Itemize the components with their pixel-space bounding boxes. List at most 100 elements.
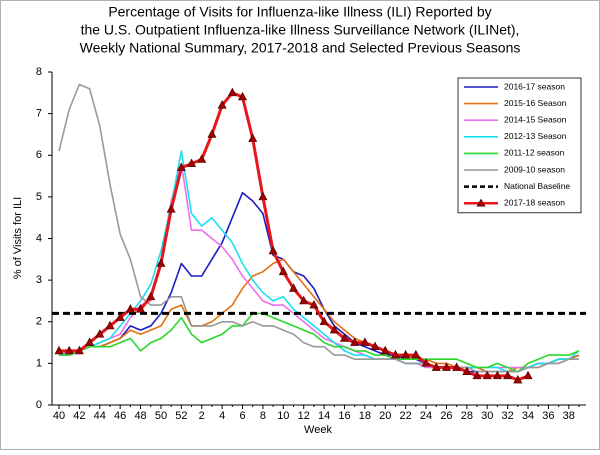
x-tick-label: 32: [502, 410, 514, 422]
x-tick-label: 10: [277, 410, 289, 422]
chart-title: the U.S. Outpatient Influenza-like Illne…: [81, 22, 520, 38]
legend-label: 2016-17 season: [504, 81, 565, 91]
x-tick-label: 46: [114, 410, 126, 422]
legend-label: 2015-16 Season: [504, 98, 567, 108]
x-tick-label: 14: [318, 410, 330, 422]
x-tick-label: 6: [239, 410, 245, 422]
triangle-marker: [136, 304, 146, 313]
triangle-marker: [421, 358, 431, 367]
triangle-marker: [431, 362, 441, 371]
triangle-marker: [197, 154, 207, 163]
legend-marker: [476, 198, 486, 207]
triangle-marker: [95, 329, 105, 338]
triangle-marker: [482, 370, 492, 380]
triangle-marker: [441, 362, 451, 371]
triangle-marker: [492, 370, 502, 380]
x-tick-label: 8: [260, 410, 266, 422]
y-tick-label: 8: [36, 66, 42, 78]
y-tick-label: 0: [36, 399, 42, 411]
y-tick-label: 4: [36, 232, 42, 244]
chart-title: Percentage of Visits for Influenza-like …: [108, 4, 491, 20]
x-tick-label: 24: [420, 410, 432, 422]
triangle-marker: [54, 345, 64, 355]
triangle-marker: [156, 258, 166, 267]
x-axis-label: Week: [304, 424, 332, 436]
x-tick-label: 16: [338, 410, 350, 422]
triangle-marker: [217, 100, 227, 109]
y-axis-label: % of Visits for ILI: [12, 197, 24, 279]
triangle-marker: [513, 374, 523, 384]
legend-box: [457, 77, 582, 214]
y-tick-label: 1: [36, 357, 42, 369]
x-tick-label: 26: [440, 410, 452, 422]
triangle-marker: [166, 204, 176, 213]
x-tick-label: 18: [359, 410, 371, 422]
triangle-marker: [227, 87, 237, 97]
triangle-marker: [115, 312, 125, 321]
legend-label: 2009-10 season: [504, 164, 565, 174]
triangle-marker: [248, 133, 258, 142]
series-line: [59, 312, 580, 373]
chart-title: Weekly National Summary, 2017-2018 and S…: [80, 40, 521, 56]
triangle-marker: [85, 337, 95, 346]
triangle-marker: [380, 345, 390, 355]
legend-label: 2011-12 season: [504, 148, 565, 158]
legend-label: 2017-18 season: [504, 197, 565, 207]
triangle-marker: [360, 337, 370, 346]
x-tick-label: 38: [563, 410, 575, 422]
y-tick-label: 2: [36, 316, 42, 328]
triangle-marker: [319, 316, 329, 326]
triangle-marker: [125, 304, 135, 313]
legend-label: 2012-13 Season: [504, 131, 567, 141]
triangle-marker: [289, 283, 299, 292]
y-tick-label: 7: [36, 108, 42, 120]
triangle-marker: [74, 345, 84, 355]
triangle-marker: [309, 299, 319, 309]
x-tick-label: 50: [155, 410, 167, 422]
triangle-marker: [187, 158, 197, 167]
x-tick-label: 40: [53, 410, 65, 422]
triangle-marker: [278, 266, 288, 276]
x-tick-label: 52: [175, 410, 187, 422]
triangle-marker: [523, 370, 533, 380]
triangle-marker: [64, 345, 74, 355]
x-tick-label: 34: [522, 410, 534, 422]
triangle-marker: [401, 349, 411, 359]
triangle-marker: [390, 349, 400, 359]
triangle-marker: [238, 91, 248, 101]
triangle-marker: [452, 362, 462, 371]
triangle-marker: [472, 370, 482, 380]
triangle-marker: [268, 245, 278, 255]
y-tick-label: 5: [36, 191, 42, 203]
x-tick-label: 42: [73, 410, 85, 422]
x-tick-label: 22: [400, 410, 412, 422]
x-tick-label: 2: [199, 410, 205, 422]
triangle-marker: [411, 349, 421, 359]
x-tick-label: 20: [379, 410, 391, 422]
triangle-marker: [105, 320, 115, 330]
legend-label: National Baseline: [504, 181, 570, 191]
series-line: [59, 150, 580, 373]
triangle-marker: [462, 366, 472, 375]
x-tick-label: 30: [481, 410, 493, 422]
triangle-marker: [207, 129, 217, 138]
x-tick-label: 36: [542, 410, 554, 422]
triangle-marker: [176, 162, 186, 172]
y-tick-label: 6: [36, 149, 42, 161]
triangle-marker: [350, 337, 360, 346]
y-tick-label: 3: [36, 274, 42, 286]
x-tick-label: 12: [298, 410, 310, 422]
triangle-marker: [258, 191, 268, 201]
legend-label: 2014-15 Season: [504, 114, 567, 124]
x-tick-label: 44: [94, 410, 106, 422]
x-tick-label: 4: [219, 410, 225, 422]
triangle-marker: [503, 370, 513, 380]
x-tick-label: 48: [134, 410, 146, 422]
triangle-marker: [299, 295, 309, 305]
triangle-marker: [329, 324, 339, 334]
triangle-marker: [370, 341, 380, 351]
triangle-marker: [146, 291, 156, 301]
x-tick-label: 28: [461, 410, 473, 422]
